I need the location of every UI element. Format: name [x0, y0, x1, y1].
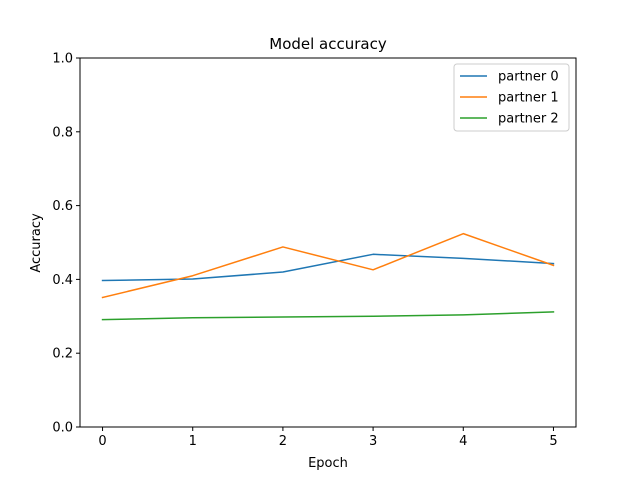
y-tick-label: 0.2 [52, 347, 73, 362]
x-tick-label: 5 [549, 434, 557, 449]
x-tick-label: 2 [279, 434, 287, 449]
y-tick-label: 0.6 [52, 199, 73, 214]
legend-label: partner 1 [498, 91, 559, 106]
series-line-partner-2 [101, 311, 555, 321]
chart-title: Model accuracy [269, 35, 387, 53]
plot-area: 0 1 2 3 4 5 0.0 0.2 0.4 0.6 0.8 1.0 [52, 52, 577, 449]
y-axis-title: Accuracy [29, 213, 44, 273]
axes-frame [79, 57, 577, 428]
x-tick-label: 0 [98, 434, 106, 449]
x-tick-label: 4 [459, 434, 467, 449]
series-line-partner-1 [101, 232, 555, 299]
legend-label: partner 2 [498, 112, 559, 127]
legend-box [453, 63, 570, 132]
y-tick-label: 0.0 [52, 421, 73, 436]
x-tick-label: 3 [369, 434, 377, 449]
y-tick-label: 0.4 [52, 273, 73, 288]
x-tick-label: 1 [189, 434, 197, 449]
x-axis-title: Epoch [308, 456, 348, 471]
y-tick-label: 0.8 [52, 125, 73, 140]
legend: partner 0 partner 1 partner 2 [453, 63, 570, 132]
legend-label: partner 0 [498, 70, 559, 85]
y-tick-label: 1.0 [52, 52, 73, 67]
